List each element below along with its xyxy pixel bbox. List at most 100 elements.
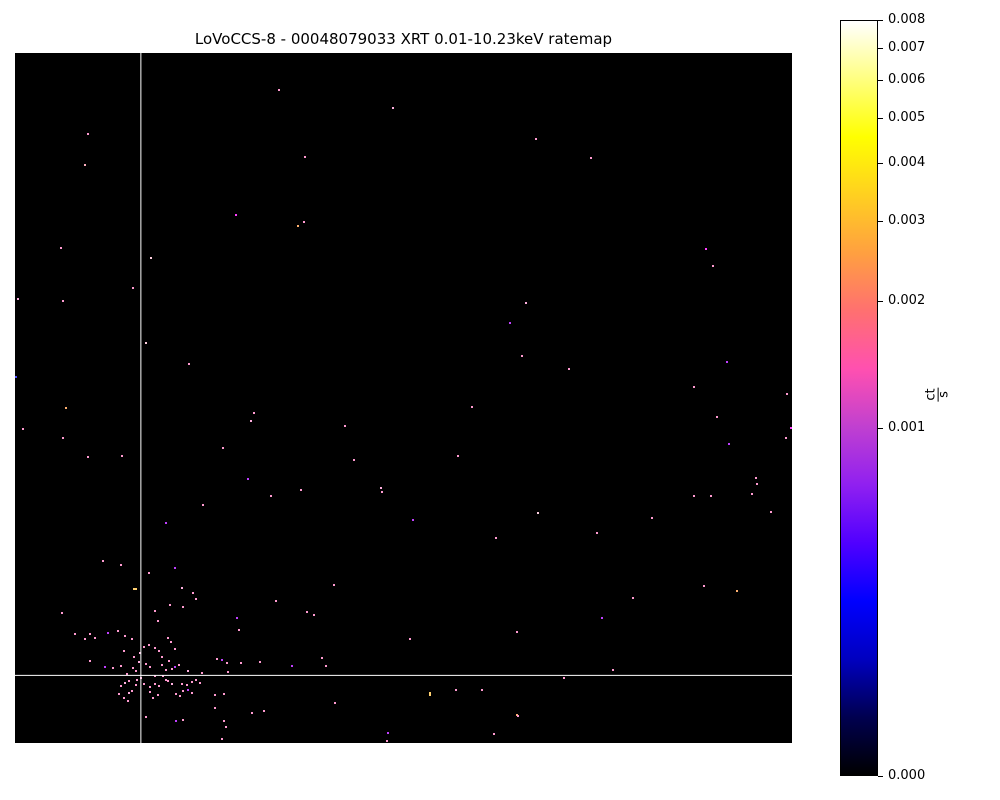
- event-pixel: [201, 672, 203, 674]
- ratemap-plot: [15, 53, 792, 743]
- event-pixel: [325, 665, 327, 667]
- event-pixel: [168, 660, 170, 662]
- event-pixel: [693, 386, 695, 388]
- event-pixel: [104, 666, 106, 668]
- event-pixel: [726, 361, 728, 363]
- event-pixel: [154, 647, 156, 649]
- event-pixel: [138, 661, 140, 663]
- event-pixel: [154, 610, 156, 612]
- event-pixel: [161, 664, 163, 666]
- event-pixel: [149, 691, 151, 693]
- event-pixel: [135, 670, 137, 672]
- event-pixel: [120, 564, 122, 566]
- chart-title: LoVoCCS-8 - 00048079033 XRT 0.01-10.23ke…: [194, 30, 613, 48]
- event-pixel: [481, 689, 483, 691]
- event-pixel: [455, 689, 457, 691]
- event-pixel: [333, 584, 335, 586]
- event-pixel: [15, 376, 17, 378]
- event-pixel: [175, 720, 177, 722]
- event-pixel: [124, 635, 126, 637]
- event-pixel: [117, 630, 119, 632]
- event-pixel: [596, 532, 598, 534]
- colorbar-tick-label: 0.003: [888, 213, 926, 229]
- event-pixel: [187, 670, 189, 672]
- event-pixel: [178, 664, 180, 666]
- event-pixel: [251, 712, 253, 714]
- event-pixel: [263, 710, 265, 712]
- event-pixel: [216, 658, 218, 660]
- colorbar-gradient: [841, 21, 877, 775]
- event-pixel: [303, 221, 305, 223]
- event-pixel: [112, 667, 114, 669]
- event-pixel: [191, 692, 193, 694]
- event-pixel: [132, 287, 134, 289]
- event-pixel: [84, 164, 86, 166]
- event-pixel: [291, 665, 293, 667]
- event-pixel: [181, 683, 183, 685]
- event-pixel: [169, 604, 171, 606]
- event-pixel: [770, 511, 772, 513]
- event-pixel: [703, 585, 705, 587]
- event-pixel: [135, 588, 137, 590]
- event-pixel: [716, 416, 718, 418]
- event-pixel: [495, 537, 497, 539]
- event-pixel: [612, 669, 614, 671]
- event-pixel: [304, 156, 306, 158]
- event-pixel: [174, 666, 176, 668]
- event-pixel: [412, 519, 414, 521]
- event-pixel: [247, 478, 249, 480]
- event-pixel: [353, 459, 355, 461]
- event-pixel: [167, 637, 169, 639]
- event-pixel: [133, 656, 135, 658]
- event-pixel: [202, 504, 204, 506]
- event-pixel: [253, 412, 255, 414]
- event-pixel: [145, 716, 147, 718]
- event-pixel: [139, 652, 141, 654]
- event-pixel: [131, 690, 133, 692]
- event-pixel: [102, 560, 104, 562]
- event-pixel: [517, 715, 519, 717]
- event-pixel: [17, 298, 19, 300]
- event-pixel: [693, 495, 695, 497]
- event-pixel: [123, 650, 125, 652]
- event-pixel: [756, 483, 758, 485]
- colorbar-tick: [878, 117, 883, 119]
- event-pixel: [236, 617, 238, 619]
- event-pixel: [568, 368, 570, 370]
- event-pixel: [149, 666, 151, 668]
- event-pixel: [525, 302, 527, 304]
- event-pixel: [165, 669, 167, 671]
- event-pixel: [157, 620, 159, 622]
- ratemap-image[interactable]: [15, 53, 792, 743]
- event-pixel: [238, 629, 240, 631]
- event-pixel: [728, 443, 730, 445]
- event-pixel: [143, 646, 145, 648]
- event-pixel: [516, 631, 518, 633]
- colorbar-tick: [878, 163, 883, 165]
- event-pixel: [143, 683, 145, 685]
- event-pixel: [179, 695, 181, 697]
- event-pixel: [174, 567, 176, 569]
- event-pixel: [509, 322, 511, 324]
- colorbar-tick: [878, 300, 883, 302]
- event-pixel: [167, 680, 169, 682]
- event-pixel: [181, 587, 183, 589]
- event-pixel: [457, 455, 459, 457]
- event-pixel: [275, 600, 277, 602]
- event-pixel: [148, 572, 150, 574]
- event-pixel: [199, 682, 201, 684]
- colorbar-tick: [878, 428, 883, 429]
- event-pixel: [123, 697, 125, 699]
- event-pixel: [710, 495, 712, 497]
- event-pixel: [223, 693, 225, 695]
- colorbar-tick-label: 0.002: [888, 292, 926, 308]
- event-pixel: [158, 650, 160, 652]
- event-pixel: [226, 662, 228, 664]
- colorbar-ticks: 0.000 0.001 0.002 0.003 0.004 0.005 0.006 0.007…: [878, 0, 958, 800]
- event-pixel: [755, 477, 757, 479]
- event-pixel: [145, 663, 147, 665]
- event-pixel: [222, 447, 224, 449]
- event-pixel: [158, 685, 160, 687]
- event-pixel: [182, 690, 184, 692]
- event-pixel: [225, 726, 227, 728]
